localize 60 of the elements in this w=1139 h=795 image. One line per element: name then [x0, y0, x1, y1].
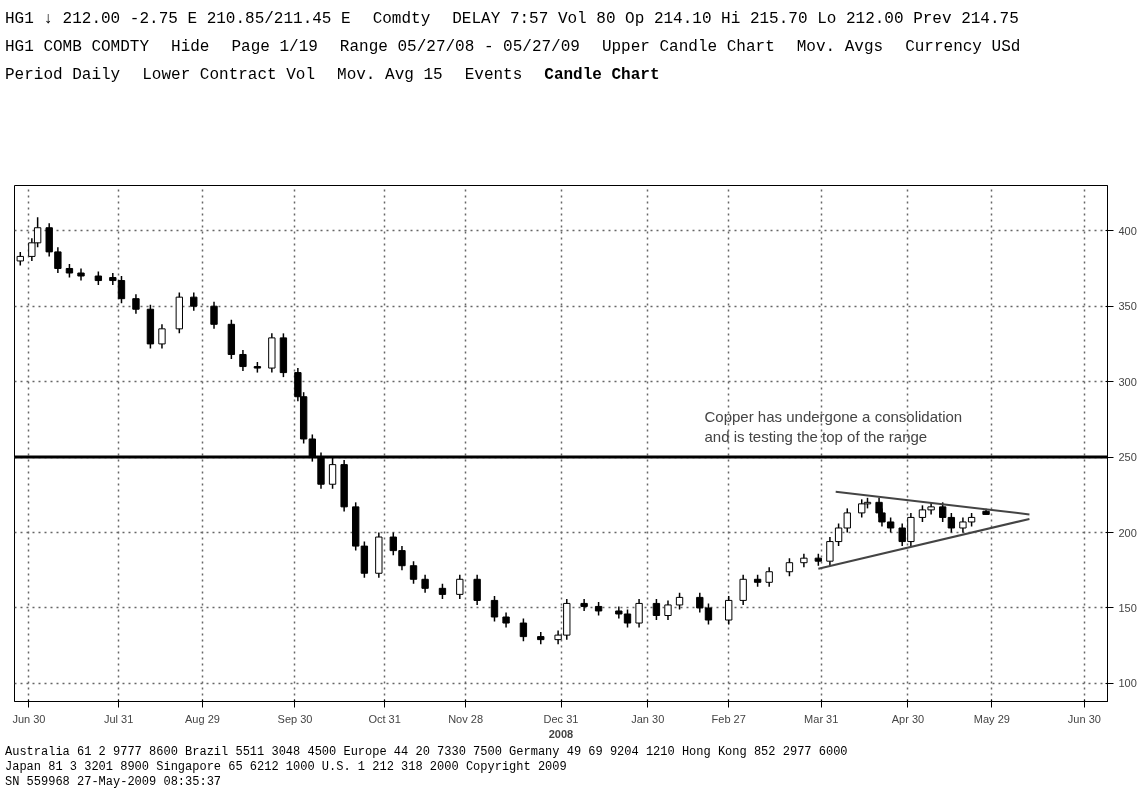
chart-title: Candle Chart [544, 65, 660, 86]
text: Mov. Avgs [796, 37, 884, 58]
text: Lower Contract Vol [142, 65, 316, 86]
candlestick [765, 566, 773, 588]
text: Currency USd [905, 37, 1021, 58]
candlestick [939, 501, 947, 523]
text: Hide [171, 37, 210, 58]
candlestick [158, 323, 166, 350]
text: HG1 COMB COMDTY [5, 37, 150, 58]
y-tick-label: 250 [1118, 451, 1137, 464]
candlestick [664, 599, 672, 621]
candlestick [190, 291, 198, 312]
text: Upper Candle Chart [601, 37, 775, 58]
text: Page 1/19 [231, 37, 318, 58]
y-tick-label: 100 [1118, 677, 1137, 690]
x-tick-label: Nov 28 [448, 712, 484, 725]
candlestick [947, 512, 956, 534]
candlestick [739, 574, 747, 606]
y-tick-label: 150 [1118, 601, 1137, 614]
text: SN 559968 27-May-2009 08:35:37 [5, 775, 222, 789]
y-tick-label: 400 [1118, 224, 1137, 237]
x-axis-title: 2008 [548, 727, 574, 740]
text: Events [464, 65, 523, 86]
x-tick-label: Jul 31 [103, 712, 134, 725]
candlestick [409, 560, 418, 585]
candlestick [519, 617, 528, 642]
candlestick [725, 595, 733, 626]
candlestick [490, 595, 499, 623]
candlestick [652, 598, 661, 621]
candlestick [421, 574, 429, 594]
candlestick [210, 300, 218, 330]
y-tick-label: 350 [1118, 300, 1137, 313]
ref-line-label: Copper has undergone a consolidation and is testing the top of the range [704, 407, 963, 446]
candlestick [239, 349, 247, 372]
text: DELAY 7:57 Vol 80 Op 214.10 Hi 215.70 Lo 212.00 Prev 214.75 [452, 9, 1019, 30]
text: Period Daily [5, 65, 121, 86]
x-tick-label: Dec 31 [543, 712, 579, 725]
text: Japan 81 3 3201 8900 Singapore 65 6212 1000 U.S. 1 212 318 2000 Copyright 2009 [5, 760, 567, 774]
x-tick-label: Aug 29 [185, 712, 220, 725]
candlestick [785, 557, 794, 578]
x-tick-label: Jan 30 [631, 712, 665, 725]
text: Mov. Avg 15 [337, 65, 443, 86]
text: HG1 ↓ 212.00 -2.75 E 210.85/211.45 E [5, 9, 351, 30]
text: Australia 61 2 9777 8600 Brazil 5511 3048 4500 Europe 44 20 7330 7500 Germany 49 69 9204 1210 Hong Kong 852 2977 6000 [5, 745, 848, 759]
x-tick-label: Jun 30 [12, 712, 46, 725]
text: Comdty [372, 9, 431, 30]
x-tick-label: May 29 [973, 712, 1010, 725]
y-tick-label: 300 [1118, 375, 1137, 388]
candlestick [132, 293, 140, 315]
candlestick [456, 574, 464, 600]
x-tick-label: Feb 27 [711, 712, 746, 725]
x-tick-label: Jun 30 [1067, 712, 1101, 725]
candlestick [473, 574, 481, 606]
x-tick-label: Oct 31 [368, 712, 401, 725]
text: Range 05/27/08 - 05/27/09 [339, 37, 580, 58]
x-tick-label: Sep 30 [277, 712, 313, 725]
candlestick [635, 598, 643, 629]
x-tick-label: Apr 30 [891, 712, 925, 725]
y-tick-label: 200 [1118, 526, 1137, 539]
x-tick-label: Mar 31 [804, 712, 839, 725]
